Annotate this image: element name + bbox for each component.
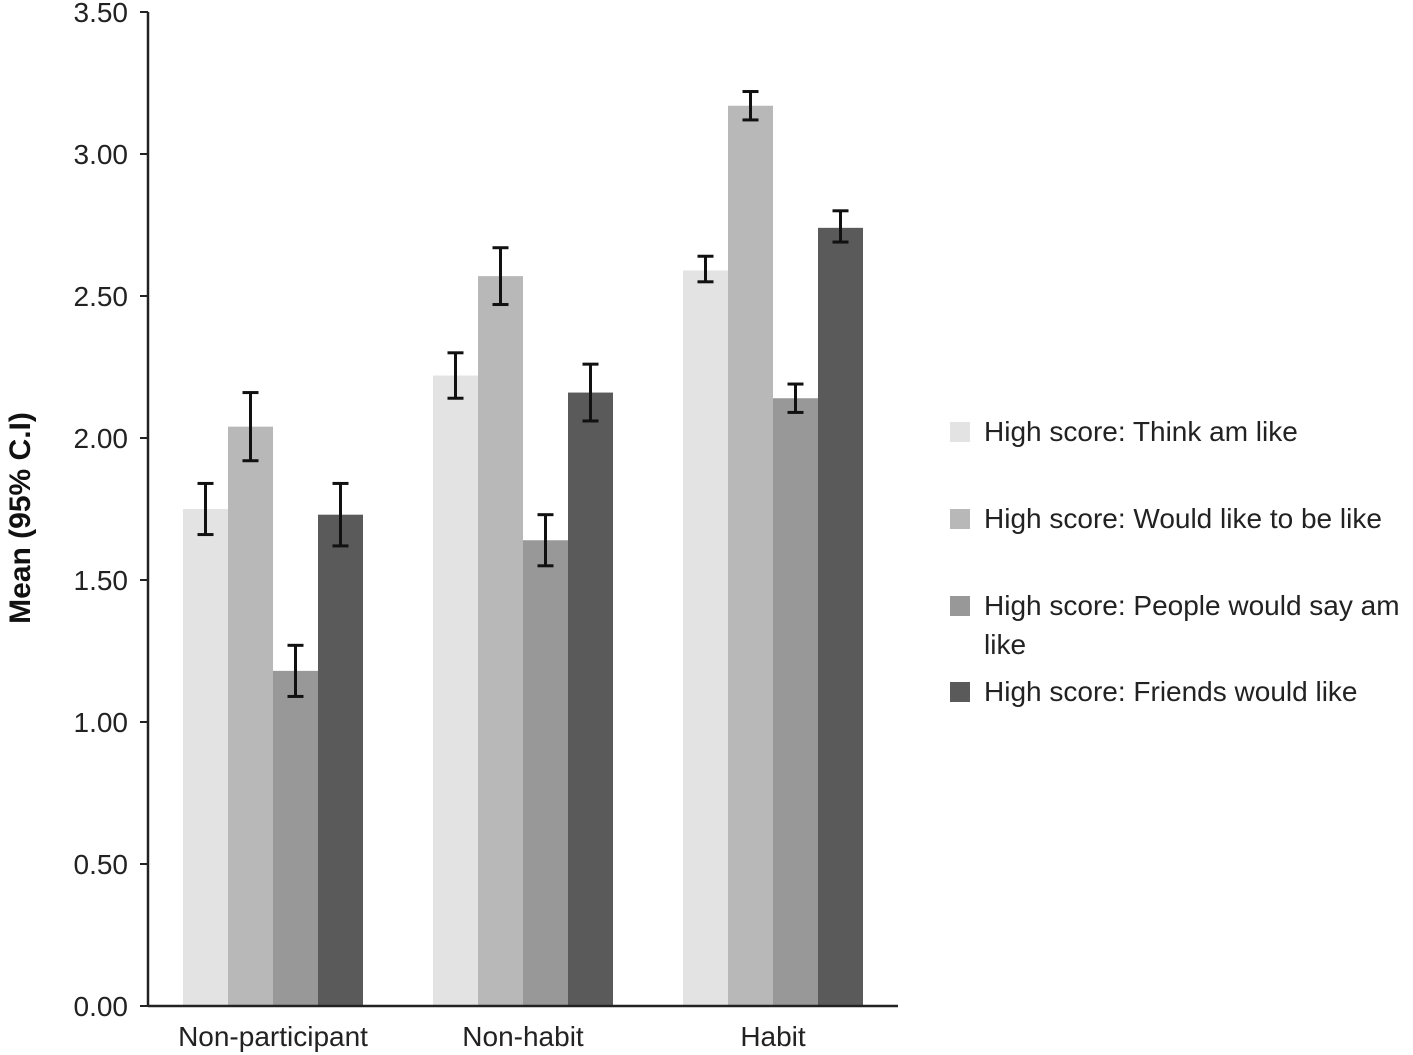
legend-label: High score: Think am like — [984, 416, 1298, 447]
y-tick-label: 1.00 — [74, 707, 129, 738]
y-tick-label: 3.00 — [74, 139, 129, 170]
legend-swatch — [950, 422, 970, 442]
bar — [728, 105, 773, 1007]
legend-label: High score: Would like to be like — [984, 503, 1382, 534]
legend-label: High score: Friends would like — [984, 676, 1358, 707]
bar — [273, 670, 318, 1006]
bar — [773, 398, 818, 1006]
bar — [568, 392, 613, 1006]
y-axis-label: Mean (95% C.I) — [4, 412, 37, 624]
legend-swatch — [950, 596, 970, 616]
bar — [523, 540, 568, 1006]
y-tick-label: 0.00 — [74, 991, 129, 1022]
bar — [318, 514, 363, 1006]
y-tick-label: 3.50 — [74, 0, 129, 28]
bar — [183, 509, 228, 1006]
y-tick-label: 2.50 — [74, 281, 129, 312]
x-tick-label: Non-participant — [178, 1021, 368, 1052]
bar — [818, 227, 863, 1007]
legend-swatch — [950, 682, 970, 702]
legend-label: High score: People would say am like — [984, 590, 1400, 660]
bar — [228, 426, 273, 1006]
y-tick-label: 1.50 — [74, 565, 129, 596]
legend-swatch — [950, 509, 970, 529]
y-tick-label: 2.00 — [74, 423, 129, 454]
bar — [478, 276, 523, 1006]
x-axis-labels: Non-participant Non-habit Habit — [178, 1021, 806, 1052]
bars — [183, 105, 863, 1007]
x-tick-label: Non-habit — [462, 1021, 584, 1052]
y-axis-ticks: 0.00 0.50 1.00 1.50 2.00 2.50 3.00 3.50 — [74, 0, 148, 1022]
bar — [683, 270, 728, 1006]
x-tick-label: Habit — [740, 1021, 806, 1052]
y-tick-label: 0.50 — [74, 849, 129, 880]
error-bars — [197, 90, 849, 698]
bar — [433, 375, 478, 1006]
